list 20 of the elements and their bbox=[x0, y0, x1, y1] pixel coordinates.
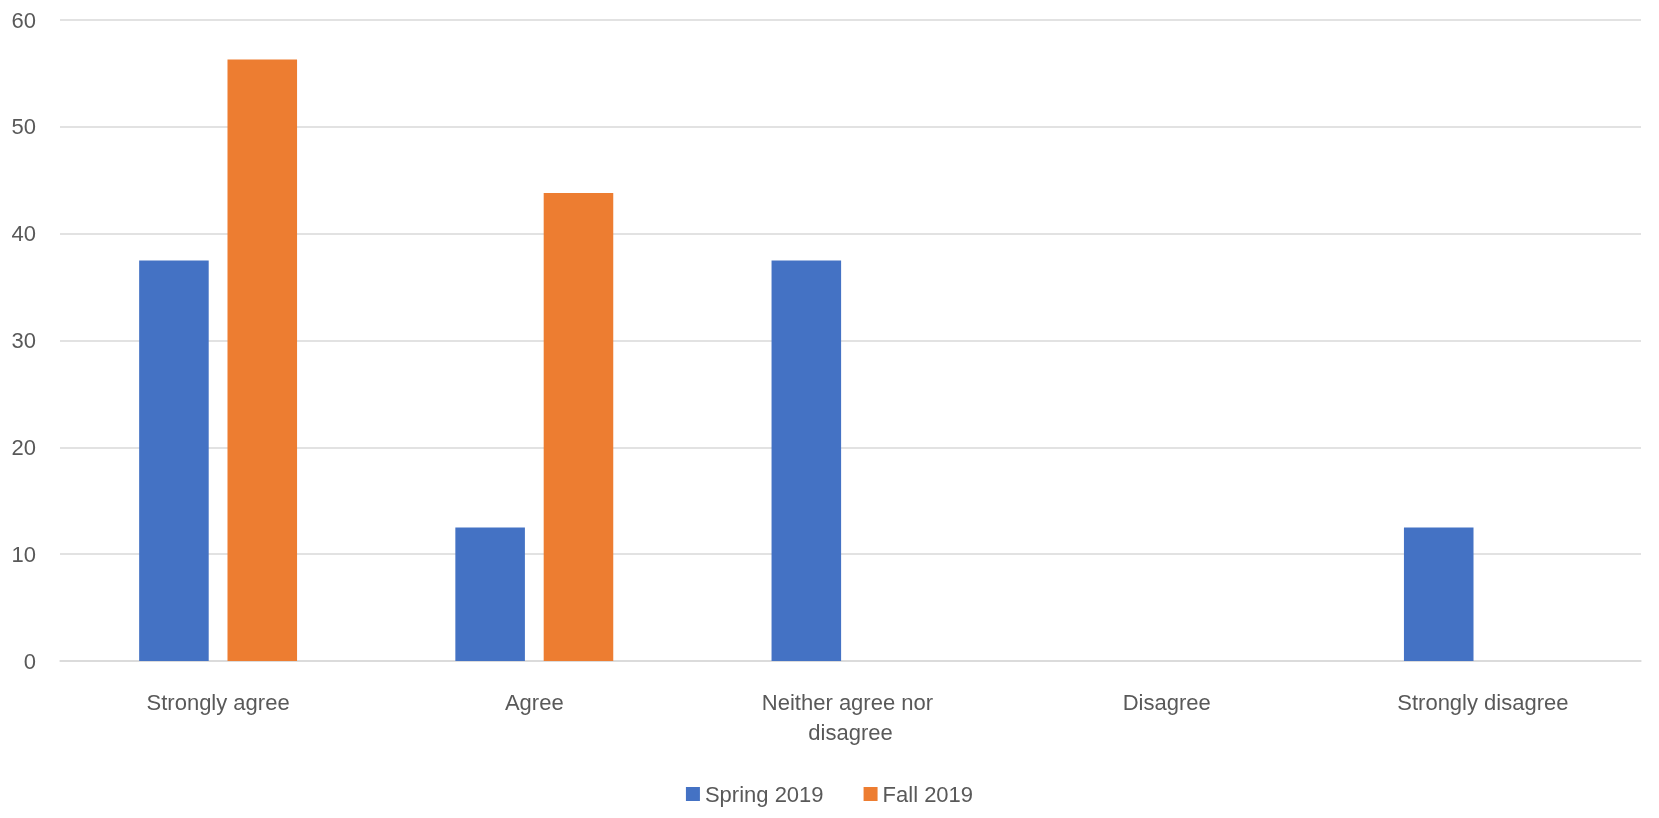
y-tick-label: 20 bbox=[11, 434, 36, 460]
bar bbox=[771, 260, 842, 661]
bar bbox=[543, 193, 614, 661]
bar bbox=[139, 260, 209, 661]
bar bbox=[455, 527, 525, 661]
y-tick-label: 0 bbox=[23, 648, 36, 674]
y-tick-label: 60 bbox=[11, 7, 36, 33]
y-tick-label: 30 bbox=[11, 328, 36, 353]
legend-label: Fall 2019 bbox=[882, 781, 974, 807]
x-tick-label: Disagree bbox=[1122, 689, 1211, 715]
x-tick-label: Agree bbox=[504, 689, 564, 715]
y-tick-label: 40 bbox=[11, 221, 36, 247]
x-tick-label: Strongly agree bbox=[146, 689, 290, 715]
y-tick-label: 50 bbox=[11, 114, 36, 140]
legend-label: Spring 2019 bbox=[704, 781, 824, 807]
bar bbox=[227, 59, 298, 661]
x-tick-label: Strongly disagree bbox=[1397, 689, 1569, 715]
x-tick-label: Neither agree nor disagree bbox=[761, 689, 940, 745]
bar bbox=[1403, 527, 1474, 661]
y-tick-label: 10 bbox=[11, 541, 36, 567]
